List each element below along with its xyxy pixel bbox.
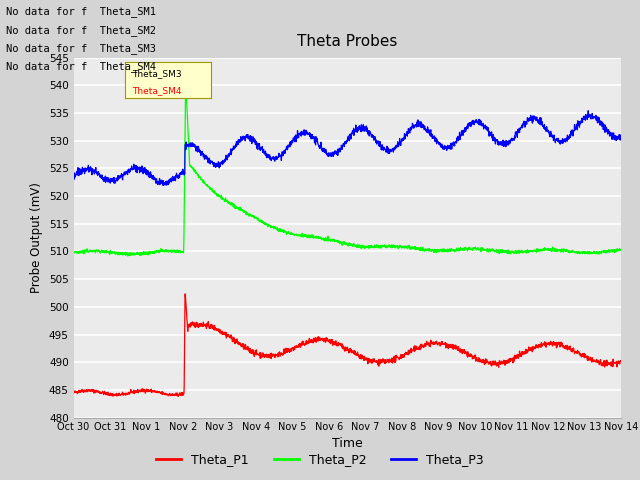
Legend: Theta_P1, Theta_P2, Theta_P3: Theta_P1, Theta_P2, Theta_P3 [151, 448, 489, 471]
Text: No data for f  Theta_SM1: No data for f Theta_SM1 [6, 6, 156, 17]
Title: Theta Probes: Theta Probes [297, 35, 397, 49]
Text: No data for f  Theta_SM4: No data for f Theta_SM4 [6, 61, 156, 72]
X-axis label: Time: Time [332, 437, 363, 450]
Y-axis label: Probe Output (mV): Probe Output (mV) [30, 182, 44, 293]
Text: Theta_SM4: Theta_SM4 [132, 86, 181, 95]
Text: No data for f  Theta_SM2: No data for f Theta_SM2 [6, 24, 156, 36]
Text: No data for f  Theta_SM3: No data for f Theta_SM3 [6, 43, 156, 54]
Text: Theta_SM3: Theta_SM3 [132, 70, 181, 78]
